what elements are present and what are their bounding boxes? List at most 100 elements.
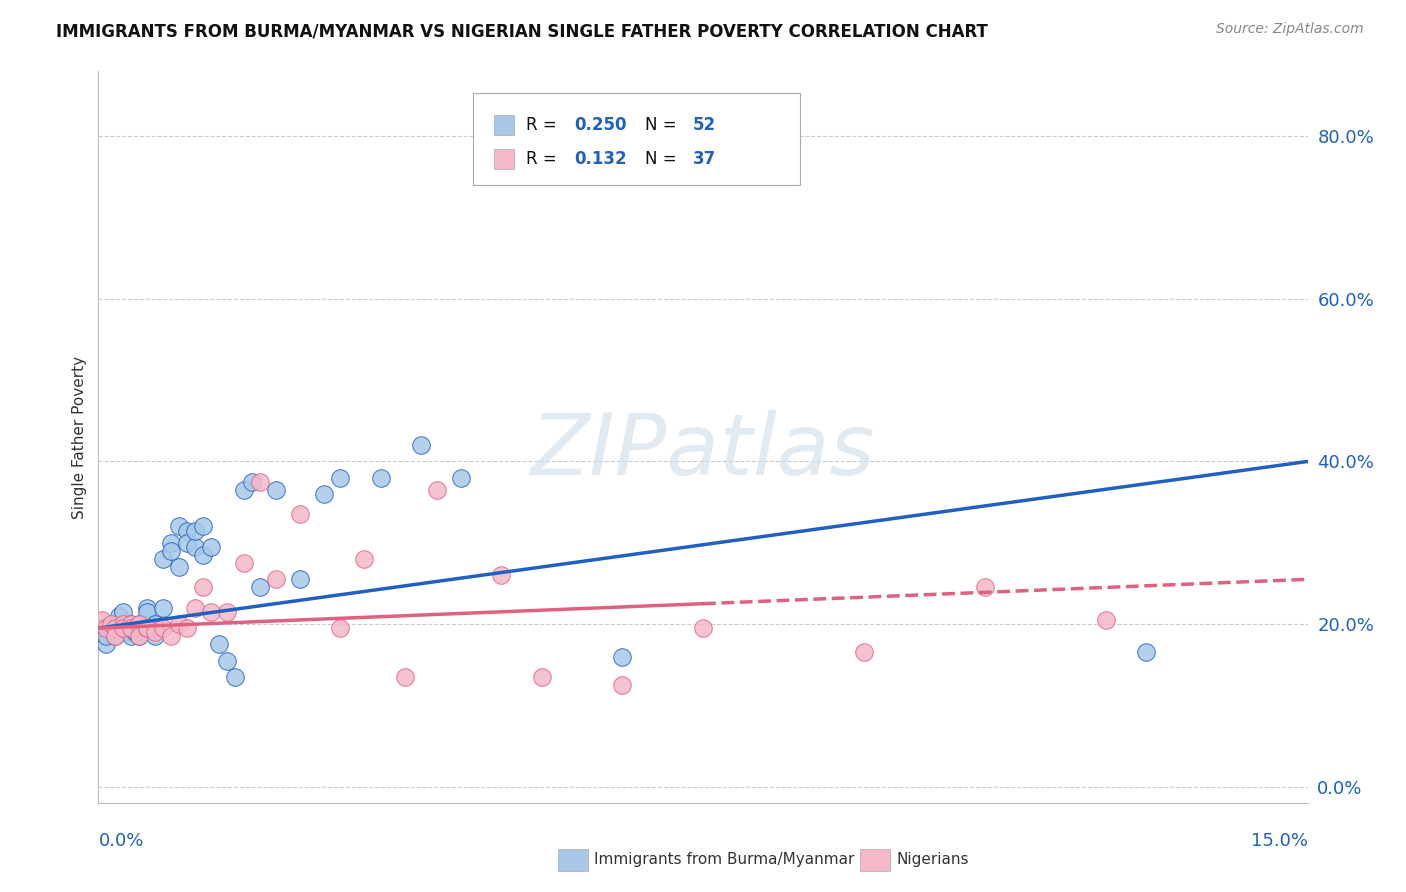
Point	[120, 621, 142, 635]
Point	[232, 483, 254, 497]
Point	[612, 649, 634, 664]
Point	[135, 621, 157, 635]
Y-axis label: Single Father Poverty: Single Father Poverty	[72, 356, 87, 518]
Point	[184, 540, 207, 554]
Point	[450, 471, 472, 485]
Point	[111, 617, 134, 632]
Point	[370, 471, 392, 485]
Point	[167, 560, 190, 574]
Text: Source: ZipAtlas.com: Source: ZipAtlas.com	[1216, 22, 1364, 37]
Text: 0.250: 0.250	[575, 116, 627, 134]
Point	[240, 475, 263, 489]
Point	[107, 608, 129, 623]
Bar	[860, 849, 890, 871]
Text: 37: 37	[693, 150, 716, 168]
Point	[288, 508, 311, 522]
Point	[249, 475, 271, 489]
Point	[135, 605, 157, 619]
Point	[100, 617, 122, 632]
Point	[314, 487, 336, 501]
Point	[152, 552, 174, 566]
Point	[232, 556, 254, 570]
Point	[224, 670, 246, 684]
Point	[853, 645, 876, 659]
Point	[200, 605, 222, 619]
Point	[143, 621, 166, 635]
Point	[264, 483, 287, 497]
Point	[111, 617, 134, 632]
Point	[167, 519, 190, 533]
Point	[111, 605, 134, 619]
Point	[184, 524, 207, 538]
Point	[128, 617, 150, 632]
Text: 15.0%: 15.0%	[1250, 832, 1308, 850]
Text: N =: N =	[645, 116, 682, 134]
Point	[143, 629, 166, 643]
Point	[160, 629, 183, 643]
Point	[193, 519, 215, 533]
Point	[217, 605, 239, 619]
Bar	[494, 149, 515, 169]
Point	[96, 629, 118, 643]
Point	[167, 617, 190, 632]
Point	[103, 621, 125, 635]
Text: 0.132: 0.132	[575, 150, 627, 168]
Point	[176, 621, 198, 635]
Point	[91, 621, 114, 635]
Point	[128, 621, 150, 635]
Point	[120, 617, 142, 632]
Text: N =: N =	[645, 150, 682, 168]
Point	[160, 544, 183, 558]
Point	[491, 568, 513, 582]
Point	[184, 600, 207, 615]
Point	[1095, 613, 1118, 627]
Point	[426, 483, 449, 497]
Point	[288, 572, 311, 586]
Point	[124, 625, 146, 640]
Point	[128, 617, 150, 632]
Text: R =: R =	[526, 150, 562, 168]
Point	[208, 637, 231, 651]
Text: IMMIGRANTS FROM BURMA/MYANMAR VS NIGERIAN SINGLE FATHER POVERTY CORRELATION CHAR: IMMIGRANTS FROM BURMA/MYANMAR VS NIGERIA…	[56, 22, 988, 40]
Point	[135, 600, 157, 615]
Point	[128, 629, 150, 643]
Point	[103, 629, 125, 643]
Point	[91, 613, 114, 627]
Text: ZIPatlas: ZIPatlas	[531, 410, 875, 493]
Point	[120, 617, 142, 632]
Point	[111, 621, 134, 635]
Text: 0.0%: 0.0%	[98, 832, 143, 850]
Point	[96, 637, 118, 651]
Point	[176, 535, 198, 549]
Point	[264, 572, 287, 586]
Point	[394, 670, 416, 684]
Point	[329, 621, 352, 635]
Point	[152, 600, 174, 615]
Point	[143, 617, 166, 632]
Point	[115, 625, 138, 640]
Point	[249, 581, 271, 595]
Point	[96, 621, 118, 635]
Point	[120, 629, 142, 643]
Point	[530, 670, 553, 684]
Point	[176, 524, 198, 538]
Point	[120, 621, 142, 635]
Point	[329, 471, 352, 485]
Point	[100, 621, 122, 635]
Point	[103, 629, 125, 643]
Point	[1135, 645, 1157, 659]
Bar	[558, 849, 588, 871]
Point	[152, 621, 174, 635]
Text: 52: 52	[693, 116, 716, 134]
Point	[111, 621, 134, 635]
Point	[193, 581, 215, 595]
Point	[143, 625, 166, 640]
Point	[353, 552, 375, 566]
Point	[103, 617, 125, 632]
Text: Immigrants from Burma/Myanmar: Immigrants from Burma/Myanmar	[595, 853, 855, 867]
Point	[135, 621, 157, 635]
Text: Nigerians: Nigerians	[897, 853, 969, 867]
Point	[128, 629, 150, 643]
Point	[160, 535, 183, 549]
Point	[200, 540, 222, 554]
